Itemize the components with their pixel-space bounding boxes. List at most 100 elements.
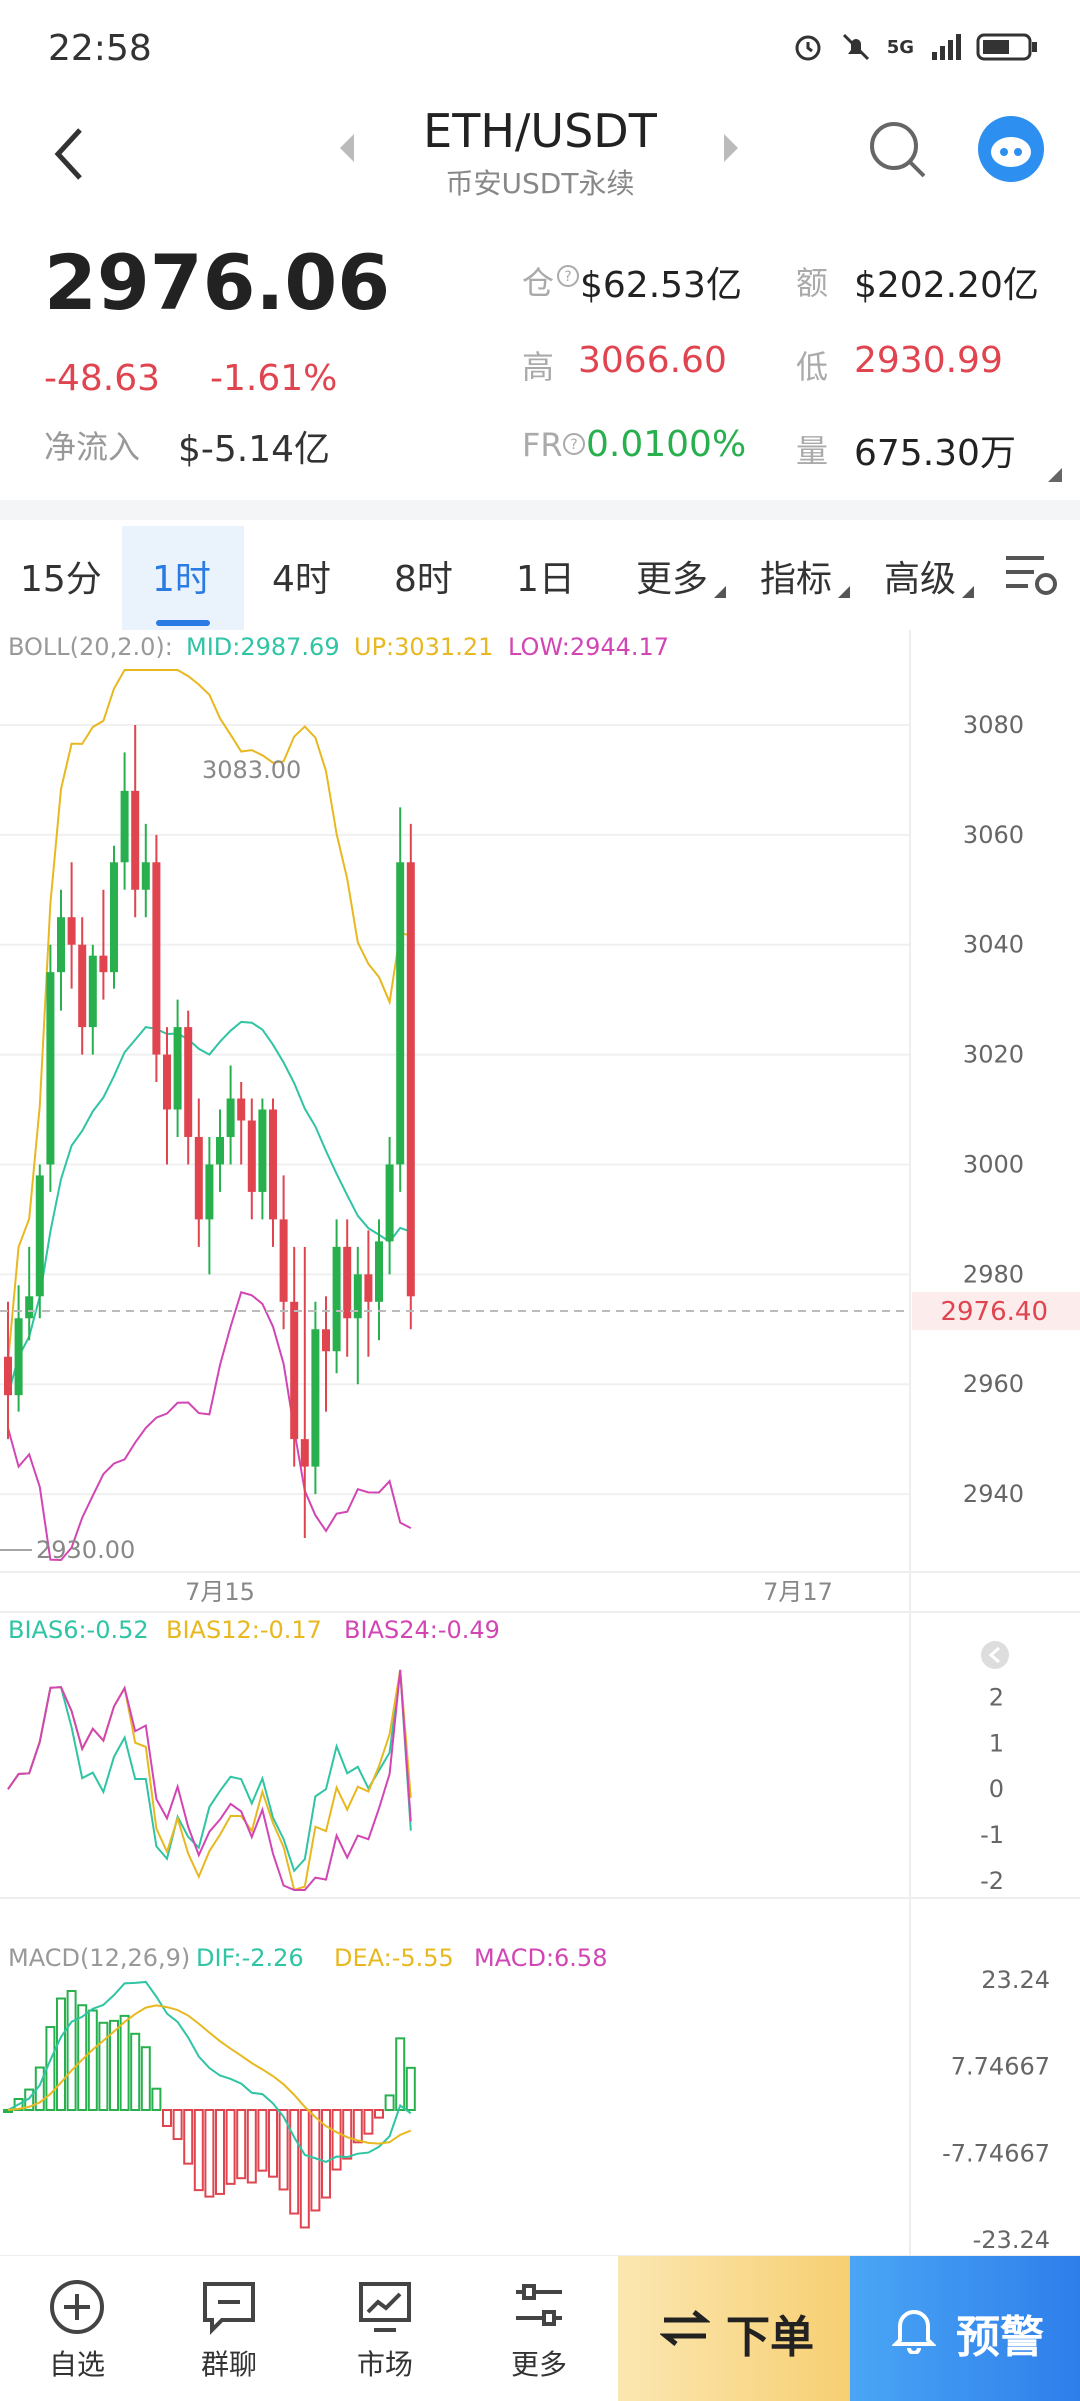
signal-icon	[932, 34, 961, 60]
candle-body	[78, 944, 87, 1028]
macd-y-tick: -23.24	[973, 2226, 1050, 2254]
candle-body	[216, 1136, 224, 1165]
nav-label: 市场	[356, 2348, 413, 2381]
dif-line	[7, 1980, 412, 2163]
net-inflow-value: $-5.14亿	[178, 429, 331, 470]
tab-more[interactable]: 更多	[636, 559, 709, 600]
status-time: 22:58	[48, 28, 152, 69]
robot-avatar-icon[interactable]	[978, 116, 1044, 182]
nav-chat[interactable]: 群聊	[154, 2256, 304, 2401]
y-tick-label: 3040	[963, 931, 1024, 959]
tab-1d[interactable]: 1日	[516, 559, 575, 600]
macd-bar	[363, 2109, 374, 2135]
last-price-tag: 2976.40	[940, 1297, 1048, 1327]
bias-y-tick: -1	[980, 1821, 1004, 1849]
candle-body	[247, 1120, 256, 1192]
boll-mid-line	[7, 1020, 412, 1396]
candle-body	[194, 1136, 203, 1220]
candle-body	[110, 862, 118, 973]
nav-label: 群聊	[200, 2348, 257, 2381]
bias24-label: BIAS24:-0.49	[344, 1616, 500, 1644]
macd-bar	[98, 2021, 109, 2112]
candle-body	[141, 862, 150, 890]
advanced-dropdown-icon	[962, 586, 974, 598]
candle-body	[375, 1241, 383, 1302]
back-icon[interactable]	[50, 124, 90, 184]
y-tick-label: 3060	[963, 821, 1024, 849]
macd-bar	[204, 2109, 215, 2198]
candle-body	[353, 1274, 362, 1319]
expand-corner-icon[interactable]	[1048, 468, 1062, 482]
funding-help-icon[interactable]: ?	[562, 432, 586, 456]
active-tab-indicator	[156, 620, 210, 626]
bias-y-tick: -2	[980, 1867, 1004, 1895]
macd-bar	[384, 2094, 395, 2111]
bias-line-24	[7, 1669, 412, 1891]
nav-market[interactable]: 市场	[310, 2256, 460, 2401]
bias6-label: BIAS6:-0.52	[8, 1616, 149, 1644]
add-circle-icon	[50, 2280, 104, 2334]
tab-8h[interactable]: 8时	[394, 559, 453, 600]
candle-body	[385, 1164, 394, 1242]
macd-bar	[321, 2109, 331, 2199]
candle-body	[205, 1164, 214, 1220]
macd-bar	[299, 2109, 310, 2229]
macd-bar	[395, 2037, 406, 2111]
search-icon[interactable]	[866, 118, 930, 182]
bias-y-tick: 0	[989, 1775, 1004, 1803]
macd-bar	[172, 2109, 183, 2141]
net-inflow-label: 净流入	[44, 428, 141, 466]
candle-body	[14, 1318, 23, 1396]
collapse-icon[interactable]	[981, 1641, 1009, 1669]
candle-body	[322, 1329, 330, 1352]
candle-body	[99, 955, 108, 973]
boll-low: LOW:2944.17	[508, 633, 669, 661]
low-value: 2930.99	[854, 340, 1003, 381]
candle-body	[25, 1296, 34, 1319]
nav-more[interactable]: 更多	[464, 2256, 614, 2401]
next-symbol-icon[interactable]	[724, 134, 738, 162]
tab-4h[interactable]: 4时	[272, 559, 331, 600]
candle-body	[258, 1109, 267, 1192]
alert-button[interactable]: 预警	[850, 2256, 1080, 2401]
prev-symbol-icon[interactable]	[340, 134, 354, 162]
y-tick-label: 3080	[963, 711, 1024, 739]
macd-bar	[215, 2109, 225, 2195]
tab-15m[interactable]: 15分	[20, 559, 102, 600]
x-tick-label: 7月17	[763, 1578, 833, 1606]
order-button[interactable]: 下单	[618, 2256, 850, 2401]
macd-bar	[405, 2066, 416, 2111]
tab-indicators[interactable]: 指标	[760, 559, 833, 600]
swap-icon	[660, 2310, 710, 2346]
macd-bar	[66, 1990, 77, 2111]
y-tick-label: 2940	[963, 1480, 1024, 1508]
tab-advanced[interactable]: 高级	[884, 559, 957, 600]
candle-body	[343, 1246, 352, 1319]
chart-settings-icon[interactable]	[1004, 550, 1060, 600]
candle-body	[35, 1175, 44, 1297]
turnover-label: 额	[796, 264, 829, 302]
candle-body	[396, 862, 405, 1165]
macd-bar	[183, 2109, 194, 2165]
macd-bar	[268, 2109, 278, 2178]
candle-body	[173, 1027, 182, 1110]
boll-up: UP:3031.21	[354, 633, 493, 661]
market-chart-icon	[359, 2282, 411, 2332]
macd-label: MACD(12,26,9)	[8, 1944, 190, 1972]
last-price: 2976.06	[44, 238, 391, 327]
order-label: 下单	[726, 2312, 814, 2363]
macd-bar	[257, 2109, 268, 2172]
macd-bar	[236, 2109, 247, 2180]
tab-1h[interactable]: 1时	[152, 559, 211, 600]
low-label: 低	[796, 348, 829, 386]
nav-label: 自选	[48, 2348, 105, 2381]
svg-text:?: ?	[570, 437, 577, 453]
help-icon[interactable]: ?	[556, 264, 580, 288]
macd-bar	[140, 2046, 151, 2112]
kline-chart[interactable]: BOLL(20,2.0): MID:2987.69 UP:3031.21 LOW…	[0, 630, 1080, 2255]
macd-bar	[119, 2014, 130, 2111]
chat-icon	[203, 2282, 255, 2335]
nav-watchlist[interactable]: 自选	[2, 2256, 152, 2401]
interval-tabs: 15分 1时 4时 8时 1日 更多 指标 高级	[0, 520, 1080, 630]
page-title: ETH/USDT	[423, 104, 657, 158]
